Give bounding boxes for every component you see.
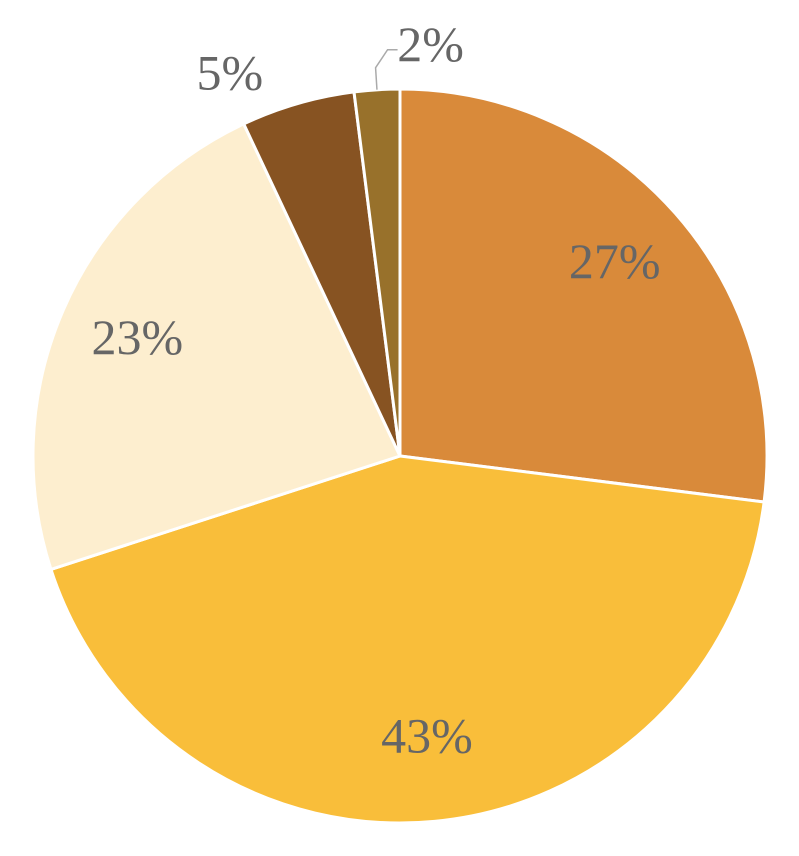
pie-slice <box>49 454 766 825</box>
data-label: 27% <box>569 233 661 289</box>
data-label: 23% <box>91 309 183 365</box>
data-label: 2% <box>397 16 464 72</box>
data-label: 43% <box>381 707 473 763</box>
pie-slice <box>352 87 402 457</box>
data-label: 5% <box>197 44 264 100</box>
leader-line <box>374 48 398 90</box>
pie-slice <box>31 121 403 572</box>
pie-slice <box>398 87 769 504</box>
